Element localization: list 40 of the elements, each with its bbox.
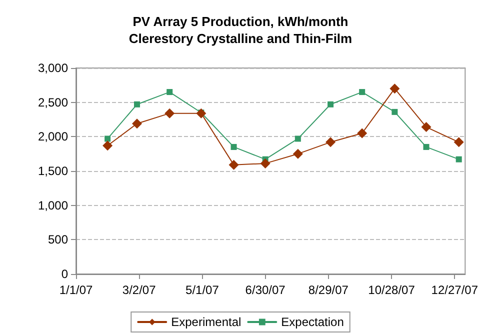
x-tick-label: 12/27/07 [431, 283, 478, 297]
point [104, 136, 111, 142]
point [132, 118, 142, 129]
y-tick-label: 500 [48, 232, 68, 247]
point [134, 101, 140, 108]
chart-subtitle: Clerestory Crystalline and Thin-Film [128, 31, 352, 46]
point [454, 137, 464, 148]
y-tick-label: 2,500 [38, 95, 68, 110]
x-tick-label: 10/28/07 [368, 283, 416, 297]
point [260, 158, 270, 168]
legend-label: Expectation [281, 315, 344, 329]
point [357, 128, 368, 138]
point [456, 156, 462, 162]
point [164, 108, 175, 118]
y-tick-label: 1,000 [38, 198, 68, 212]
legend-label: Experimental [171, 315, 242, 329]
chart-title: PV Array 5 Production, kWh/month [132, 14, 348, 29]
point [392, 108, 398, 115]
x-tick-label: 6/30/07 [245, 283, 286, 297]
point [228, 160, 239, 170]
x-tick-label: 5/1/07 [186, 283, 220, 297]
y-tick-label: 3,000 [38, 61, 68, 75]
point [230, 144, 237, 150]
point [326, 137, 336, 148]
point [166, 89, 173, 96]
y-tick-label: 0 [61, 267, 68, 281]
x-tick-label: 1/1/07 [59, 283, 93, 297]
x-tick-label: 8/29/07 [308, 283, 349, 297]
x-tick-label: 3/2/07 [122, 283, 156, 297]
point [328, 101, 334, 108]
point [196, 108, 206, 118]
point [294, 136, 301, 142]
y-tick-label: 2,000 [38, 130, 68, 144]
point [292, 148, 303, 159]
y-tick-label: 1,500 [38, 164, 68, 178]
point [421, 122, 432, 132]
point [359, 89, 366, 96]
point [102, 140, 113, 151]
point [390, 84, 400, 94]
point [423, 144, 430, 150]
